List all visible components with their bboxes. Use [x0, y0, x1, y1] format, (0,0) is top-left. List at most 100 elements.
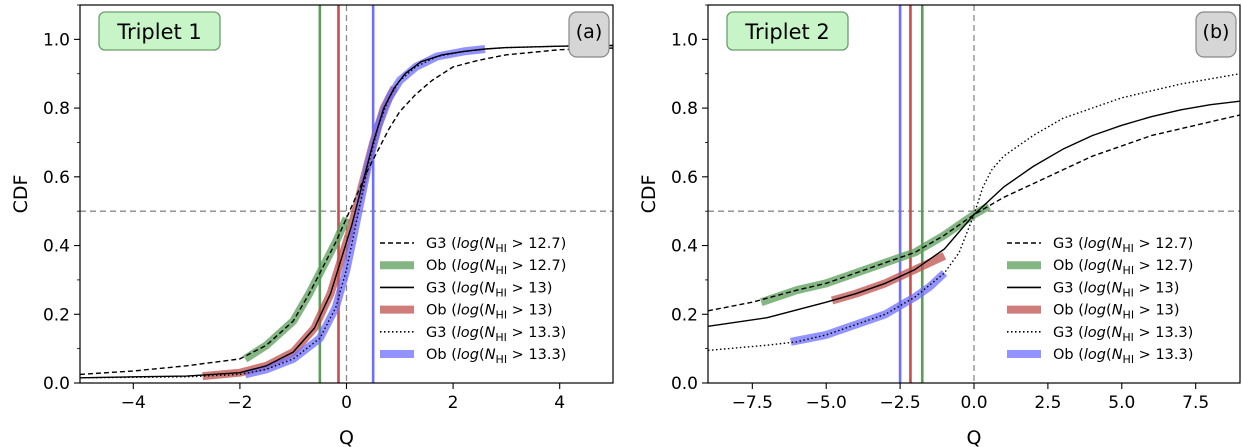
- legend-sub: HI: [495, 242, 507, 255]
- legend-sub: HI: [496, 353, 508, 366]
- x-axis-title: Q: [339, 427, 354, 447]
- legend-open: (: [447, 258, 457, 274]
- legend-close: ): [547, 280, 553, 296]
- legend-value: 13: [1155, 303, 1173, 319]
- legend-N: N: [485, 347, 496, 363]
- legend: G3 (log(NHI > 12.7)Ob (log(NHI > 12.7)G3…: [380, 236, 566, 366]
- legend-label: Ob (log(NHI > 13.3): [1053, 347, 1193, 366]
- x-tick-label: −2.5: [879, 393, 920, 413]
- panel-tag: Triplet 2: [726, 11, 849, 51]
- legend-source: G3: [426, 325, 446, 341]
- legend-source: Ob: [1053, 258, 1074, 274]
- x-tick-label: 4: [554, 393, 565, 413]
- legend-value: 13.3: [528, 325, 560, 341]
- series-line-3: [202, 85, 399, 381]
- panel-tag-box: [726, 11, 849, 51]
- legend-paren: (: [1106, 280, 1112, 296]
- x-tick-label: −7.5: [732, 393, 773, 413]
- panel-a: −4 −2 0 2 4 0.0 0.2 0.4 0.6 0.8 1.0 Q CDF Triplet 1 (a…: [10, 4, 614, 447]
- y-tick-label: 0.4: [671, 237, 698, 257]
- y-tick-label: 0.2: [671, 305, 698, 325]
- y-tick-label: 1.0: [671, 30, 698, 50]
- legend-log: log: [1084, 347, 1106, 363]
- panel-letter: (b): [1195, 11, 1237, 58]
- legend-log: log: [457, 236, 479, 252]
- y-axis-title: CDF: [638, 175, 660, 214]
- panel-tag: Triplet 1: [98, 11, 221, 51]
- y-tick-label: 0.8: [43, 99, 70, 119]
- legend-sub: HI: [1123, 264, 1135, 277]
- legend-value: 13: [528, 280, 546, 296]
- legend-paren: (: [479, 325, 485, 341]
- legend-N: N: [1112, 258, 1123, 274]
- legend-gt: >: [1134, 325, 1155, 341]
- legend-open: (: [1073, 280, 1083, 296]
- legend-source: G3: [426, 236, 446, 252]
- legend-log: log: [1084, 236, 1106, 252]
- plot-area: [708, 5, 1240, 383]
- legend-N: N: [1112, 303, 1123, 319]
- legend: G3 (log(NHI > 12.7)Ob (log(NHI > 12.7)G3…: [1007, 236, 1193, 366]
- legend-paren: (: [1106, 236, 1112, 252]
- legend-label: G3 (log(NHI > 13): [426, 280, 552, 299]
- legend-label: G3 (log(NHI > 12.7): [426, 236, 566, 255]
- legend-value: 13: [528, 303, 546, 319]
- legend-log: log: [457, 325, 479, 341]
- legend-sub: HI: [496, 264, 508, 277]
- legend-gt: >: [1134, 236, 1155, 252]
- legend-open: (: [447, 347, 457, 363]
- legend-source: Ob: [426, 258, 447, 274]
- legend-open: (: [1074, 303, 1084, 319]
- series-line-5: [790, 270, 948, 346]
- legend-sub: HI: [1122, 331, 1134, 344]
- legend-paren: (: [479, 258, 485, 274]
- series-line-0: [80, 47, 613, 376]
- series-line-2: [708, 100, 1240, 327]
- legend-open: (: [1074, 258, 1084, 274]
- y-tick-label: 0.0: [43, 374, 70, 394]
- legend-open: (: [446, 236, 456, 252]
- legend-N: N: [1112, 347, 1123, 363]
- legend-N: N: [485, 325, 496, 341]
- legend-open: (: [1074, 347, 1084, 363]
- legend-sub: HI: [496, 309, 508, 322]
- panel-tag-text: Triplet 1: [116, 20, 202, 44]
- x-tick-label: 2.5: [1034, 393, 1061, 413]
- y-axis-title: CDF: [10, 175, 32, 214]
- panel-letter-box: [1195, 11, 1237, 58]
- legend-label: G3 (log(NHI > 13.3): [426, 325, 566, 344]
- legend-open: (: [447, 303, 457, 319]
- legend-close: ): [1188, 236, 1194, 252]
- legend-label: Ob (log(NHI > 13.3): [426, 347, 566, 366]
- legend-value: 12.7: [528, 258, 560, 274]
- x-axis-title: Q: [967, 427, 982, 447]
- legend-paren: (: [479, 236, 485, 252]
- panel-b: −7.5 −5.0 −2.5 0.0 2.5 5.0 7.5 0.0 0.2 0.4 0.6 0.8 1…: [638, 4, 1241, 447]
- legend-gt: >: [507, 236, 528, 252]
- legend-value: 12.7: [528, 236, 560, 252]
- legend-log: log: [457, 303, 479, 319]
- panel-letter-text: (b): [1203, 21, 1230, 43]
- legend-log: log: [457, 280, 479, 296]
- legend-sub: HI: [1123, 353, 1135, 366]
- legend-label: Ob (log(NHI > 13): [1053, 303, 1180, 322]
- legend-sub: HI: [1122, 286, 1134, 299]
- y-tick-label: 1.0: [43, 30, 70, 50]
- legend-value: 13.3: [528, 347, 560, 363]
- x-tick-label: 0: [341, 393, 352, 413]
- legend-paren: (: [479, 347, 485, 363]
- legend-N: N: [1112, 325, 1123, 341]
- legend-source: G3: [426, 280, 446, 296]
- legend-gt: >: [1134, 258, 1155, 274]
- legend-N: N: [1112, 280, 1123, 296]
- legend-close: ): [1174, 303, 1180, 319]
- series-line-0: [708, 114, 1240, 312]
- legend-gt: >: [507, 303, 528, 319]
- x-tick-label: −5.0: [806, 393, 847, 413]
- legend-sub: HI: [495, 331, 507, 344]
- panel-letter-text: (a): [576, 21, 602, 43]
- legend-paren: (: [1106, 258, 1112, 274]
- legend-open: (: [446, 280, 456, 296]
- y-tick-label: 0.6: [43, 168, 70, 188]
